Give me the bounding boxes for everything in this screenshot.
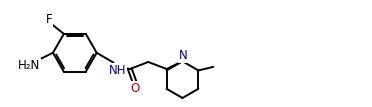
Text: O: O — [131, 82, 140, 95]
Text: N: N — [179, 49, 187, 62]
Text: NH: NH — [109, 64, 126, 77]
Text: F: F — [46, 13, 52, 26]
Text: H₂N: H₂N — [18, 59, 41, 72]
